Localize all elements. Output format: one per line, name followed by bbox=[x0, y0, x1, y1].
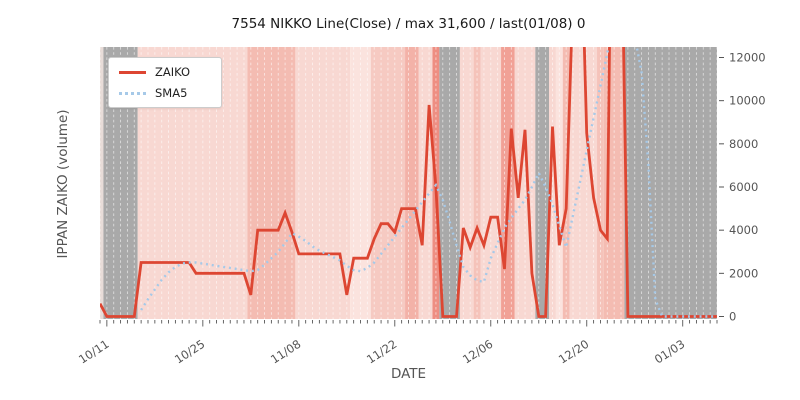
y-tick-label: 2000 bbox=[729, 266, 758, 280]
legend-label-zaiko: ZAIKO bbox=[155, 65, 191, 79]
x-tick-label: 01/03 bbox=[652, 337, 687, 367]
y-tick-label: 4000 bbox=[729, 223, 758, 237]
x-tick-label: 12/06 bbox=[460, 337, 495, 367]
x-tick-label: 12/20 bbox=[556, 337, 591, 367]
legend-item-sma5: SMA5 bbox=[119, 86, 211, 100]
y-tick-label: 0 bbox=[729, 310, 736, 324]
y-tick-label: 12000 bbox=[729, 51, 766, 65]
sma5-line-icon bbox=[119, 91, 146, 95]
legend-item-zaiko: ZAIKO bbox=[119, 65, 211, 79]
x-axis-label: DATE bbox=[390, 366, 427, 382]
x-tick-label: 10/25 bbox=[172, 337, 207, 367]
background-band bbox=[459, 47, 474, 319]
series-line-zaiko bbox=[100, 47, 717, 318]
chart-title: 7554 NIKKO Line(Close) / max 31,600 / la… bbox=[231, 16, 586, 32]
background-band bbox=[100, 47, 104, 319]
series-group bbox=[100, 47, 717, 318]
background-band bbox=[295, 47, 351, 319]
x-tick-label: 10/11 bbox=[76, 337, 111, 367]
x-tick-label: 11/08 bbox=[268, 337, 303, 367]
legend: ZAIKO SMA5 bbox=[108, 57, 222, 108]
zaiko-line-icon bbox=[119, 70, 146, 74]
y-tick-label: 6000 bbox=[729, 180, 758, 194]
background-band bbox=[405, 47, 419, 319]
legend-label-sma5: SMA5 bbox=[155, 86, 188, 100]
background-band bbox=[624, 47, 717, 319]
y-tick-label: 8000 bbox=[729, 137, 758, 151]
x-tick-label: 11/22 bbox=[364, 337, 399, 367]
y-tick-label: 10000 bbox=[729, 94, 766, 108]
